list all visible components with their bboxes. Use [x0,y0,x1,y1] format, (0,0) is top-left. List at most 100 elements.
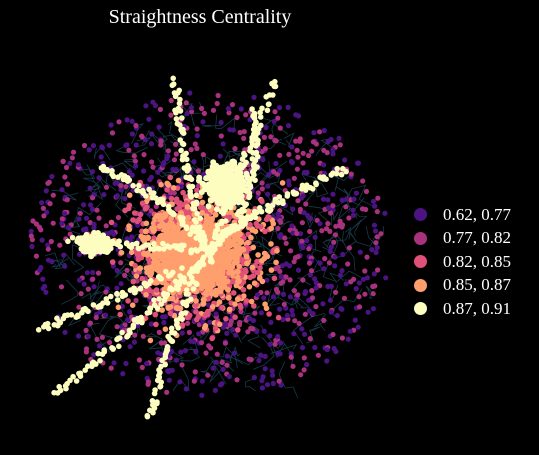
network-node [342,157,348,163]
network-node [163,222,170,229]
network-node [157,383,164,390]
network-node [158,379,164,386]
network-node [235,237,242,244]
network-node [103,223,109,229]
network-node [100,300,106,307]
network-node [363,206,369,213]
network-node [85,363,91,370]
network-node [187,90,193,96]
network-node [212,211,219,218]
network-node [146,288,152,294]
network-node [236,164,243,171]
network-node [227,179,234,186]
network-node [216,183,223,190]
network-node [133,273,140,279]
network-node [177,379,183,385]
network-node [235,327,241,333]
network-node [188,296,194,303]
network-node [261,134,267,140]
network-node [209,250,215,256]
network-node [208,345,214,351]
network-node [305,213,311,219]
network-node [167,286,173,293]
network-node [117,243,124,250]
network-node [149,159,155,165]
network-node [170,269,176,276]
network-node [118,281,124,287]
network-node [238,198,245,205]
network-node [122,272,128,278]
street-segment [345,184,373,207]
network-node [216,321,223,328]
network-node [90,244,97,251]
network-node [222,195,229,202]
network-node [220,210,227,217]
network-node [173,166,179,173]
street-segment [51,189,79,201]
network-node [334,313,340,319]
network-node [294,166,300,172]
network-node [218,236,225,243]
street-segment [322,264,362,283]
network-node [152,311,159,318]
network-node [357,249,363,255]
network-node [156,329,162,335]
network-node [225,286,231,293]
network-node [262,146,268,152]
network-node [277,351,283,357]
network-node [188,147,194,153]
network-node [325,221,331,227]
network-node [164,389,170,395]
network-node [370,291,376,297]
network-node [107,339,113,346]
network-node [253,120,259,126]
network-node [161,213,168,220]
network-node [103,312,109,318]
network-node [332,263,338,269]
network-node [175,200,182,206]
network-node [147,407,153,414]
network-node [262,228,268,235]
network-node [75,162,82,168]
network-node [321,317,327,323]
network-node [276,194,283,200]
network-node [135,222,141,228]
network-node [295,292,301,298]
network-node [103,184,110,190]
network-node [59,220,65,226]
network-node [101,347,107,353]
network-node [215,92,221,99]
network-node [81,142,88,149]
street-segment [346,231,357,272]
network-node [111,360,117,366]
network-node [356,294,362,300]
network-node [207,258,214,265]
network-node [151,241,157,247]
network-node [132,332,138,338]
network-node [129,172,135,178]
street-segment [242,305,260,319]
network-node [180,141,187,148]
network-node [328,172,335,178]
network-node [97,357,103,364]
network-node [122,292,129,298]
network-node [363,188,370,195]
network-node [370,198,377,204]
network-node [326,260,332,266]
network-node [350,207,356,213]
network-node [108,293,114,300]
network-node [214,351,220,357]
network-node [213,206,220,213]
network-node [210,194,217,201]
network-node [306,246,312,252]
network-node [157,369,163,376]
street-segment [85,185,101,198]
network-node [306,297,312,303]
network-node [288,248,294,254]
street-segment [115,145,148,154]
network-node [176,281,183,288]
network-node [108,219,115,226]
network-node [85,286,91,292]
network-node [251,374,257,381]
network-node [154,213,161,219]
